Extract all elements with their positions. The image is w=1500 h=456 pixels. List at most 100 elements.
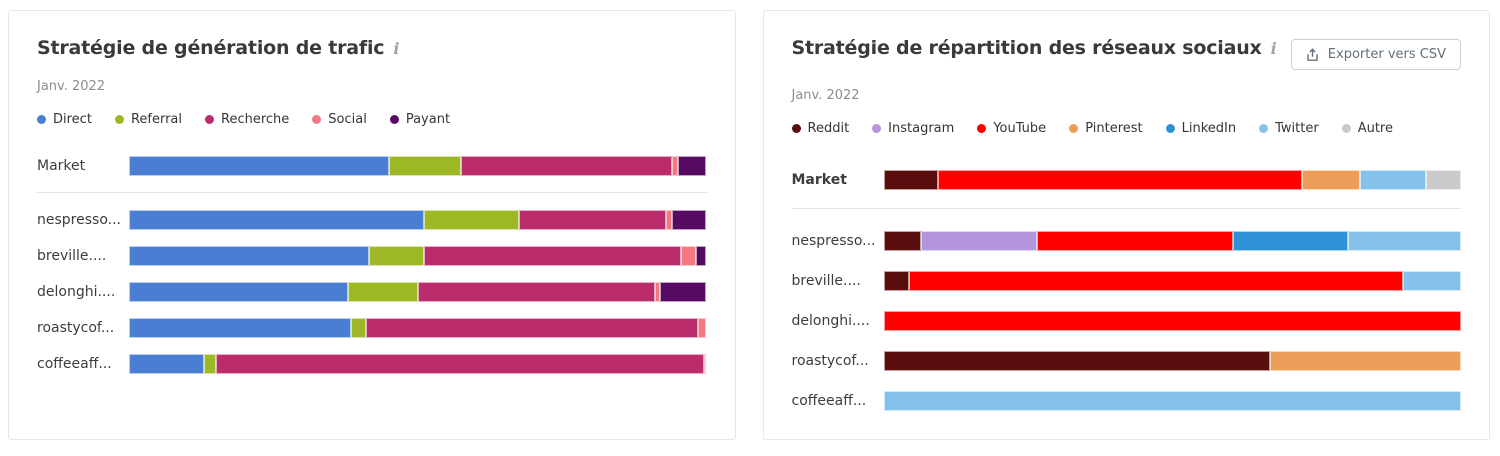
row-label-delonghi: delonghi....: [791, 313, 870, 329]
legend-item-pinterest[interactable]: Pinterest: [1069, 121, 1143, 136]
row-label-coffeeaff: coffeeaff...: [37, 355, 112, 372]
segment-recherche[interactable]: [365, 317, 698, 338]
recherche-color-dot: [205, 114, 214, 124]
segment-direct[interactable]: [129, 353, 205, 374]
legend-item-payant[interactable]: Payant: [389, 111, 451, 127]
segment-direct[interactable]: [129, 155, 389, 176]
segment-direct[interactable]: [129, 245, 369, 266]
market-divider: [37, 191, 707, 193]
segment-reddit[interactable]: [883, 231, 922, 251]
twitter-color-dot: [1259, 124, 1269, 133]
segment-referral[interactable]: [423, 209, 519, 230]
legend-item-social[interactable]: Social: [312, 112, 367, 127]
segment-reddit[interactable]: [883, 351, 1271, 371]
segment-twitter[interactable]: [1359, 170, 1427, 190]
segment-autre[interactable]: [1426, 170, 1461, 190]
segment-pinterest[interactable]: [1270, 351, 1461, 371]
stacked-bar-coffeeaff: [129, 353, 707, 374]
legend-item-direct[interactable]: Direct: [37, 112, 92, 127]
legend-item-referral[interactable]: Referral: [114, 112, 182, 127]
segment-social[interactable]: [671, 155, 678, 176]
segment-reddit[interactable]: [883, 271, 910, 291]
chart-row-breville: breville....: [792, 271, 1462, 291]
legend-item-instagram[interactable]: Instagram: [872, 121, 954, 136]
segment-social[interactable]: [697, 317, 707, 338]
segment-youtube[interactable]: [883, 311, 1461, 331]
export-csv-label: Exporter vers CSV: [1327, 47, 1446, 62]
segment-social[interactable]: [703, 353, 707, 374]
segment-youtube[interactable]: [909, 271, 1404, 291]
traffic-generation-panel: Stratégie de génération de trafic i Janv.…: [8, 10, 736, 440]
reddit-color-dot: [791, 124, 801, 133]
stacked-bar-breville: [129, 245, 707, 266]
date-label: Janv. 2022: [791, 88, 860, 103]
segment-twitter[interactable]: [883, 391, 1461, 411]
segment-reddit[interactable]: [883, 170, 939, 190]
segment-payant[interactable]: [696, 245, 707, 266]
legend-label-payant: Payant: [405, 111, 451, 127]
legend-item-youtube[interactable]: YouTube: [977, 121, 1046, 136]
legend-label-youtube: YouTube: [993, 121, 1047, 136]
segment-youtube[interactable]: [1036, 231, 1233, 251]
social-networks-panel: Stratégie de répartition des réseaux soc…: [762, 10, 1490, 440]
segment-referral[interactable]: [368, 245, 424, 266]
chart-row-coffeeaff: coffeeaff...: [791, 391, 1461, 411]
legend-item-recherche[interactable]: Recherche: [205, 112, 289, 127]
legend-item-linkedin[interactable]: LinkedIn: [1165, 121, 1237, 136]
chart-row-roastycof: roastycof...: [37, 317, 707, 338]
segment-recherche[interactable]: [215, 353, 704, 374]
segment-referral[interactable]: [348, 281, 418, 302]
segment-referral[interactable]: [351, 317, 366, 338]
legend-label-recherche: Recherche: [221, 111, 290, 127]
segment-social[interactable]: [680, 245, 697, 266]
stacked-bar-roastycof: [883, 351, 1462, 371]
instagram-color-dot: [872, 124, 882, 133]
row-label-coffeeaff: coffeeaff...: [791, 393, 867, 409]
segment-instagram[interactable]: [921, 231, 1037, 251]
segment-recherche[interactable]: [417, 281, 655, 302]
traffic-chart-rows: Market nespresso... breville.... delonghi..…: [37, 155, 707, 374]
chart-row-breville: breville....: [37, 245, 707, 266]
legend-label-autre: Autre: [1357, 121, 1393, 136]
segment-recherche[interactable]: [461, 155, 672, 176]
chart-row-nespresso: nespresso...: [37, 209, 707, 230]
segment-recherche[interactable]: [423, 245, 681, 266]
segment-direct[interactable]: [129, 317, 352, 338]
segment-social[interactable]: [654, 281, 661, 302]
segment-youtube[interactable]: [938, 170, 1303, 190]
export-csv-button[interactable]: Exporter vers CSV: [1290, 39, 1461, 70]
segment-payant[interactable]: [660, 281, 707, 302]
info-icon[interactable]: i: [1270, 39, 1277, 58]
stacked-bar-nespresso: [883, 231, 1462, 251]
segment-referral[interactable]: [388, 155, 462, 176]
chart-row-coffeeaff: coffeeaff...: [37, 353, 707, 374]
legend-item-reddit[interactable]: Reddit: [791, 121, 849, 136]
segment-recherche[interactable]: [518, 209, 667, 230]
chart-row-market: Market: [792, 170, 1462, 190]
stacked-bar-market: [883, 170, 1462, 190]
stacked-bar-coffeeaff: [883, 391, 1461, 411]
pinterest-color-dot: [1069, 124, 1079, 133]
segment-twitter[interactable]: [1403, 271, 1461, 291]
chart-row-delonghi: delonghi....: [791, 311, 1461, 331]
segment-direct[interactable]: [129, 281, 349, 302]
autre-color-dot: [1341, 124, 1351, 133]
row-label-nespresso: nespresso...: [37, 211, 121, 228]
segment-payant[interactable]: [677, 155, 707, 176]
legend-item-twitter[interactable]: Twitter: [1259, 121, 1319, 136]
segment-referral[interactable]: [204, 353, 216, 374]
segment-linkedin[interactable]: [1232, 231, 1349, 251]
segment-pinterest[interactable]: [1302, 170, 1360, 190]
segment-direct[interactable]: [129, 209, 424, 230]
traffic-panel-title-text: Stratégie de génération de trafic: [37, 37, 385, 59]
legend-label-twitter: Twitter: [1275, 121, 1319, 136]
segment-payant[interactable]: [671, 209, 707, 230]
stacked-bar-nespresso: [129, 209, 707, 230]
segment-twitter[interactable]: [1348, 231, 1461, 251]
legend-label-linkedin: LinkedIn: [1181, 121, 1237, 136]
segment-social[interactable]: [666, 209, 672, 230]
info-icon[interactable]: i: [393, 39, 400, 58]
legend-item-autre[interactable]: Autre: [1341, 121, 1393, 136]
row-label-delonghi: delonghi....: [37, 283, 116, 300]
stacked-bar-market: [129, 155, 707, 176]
